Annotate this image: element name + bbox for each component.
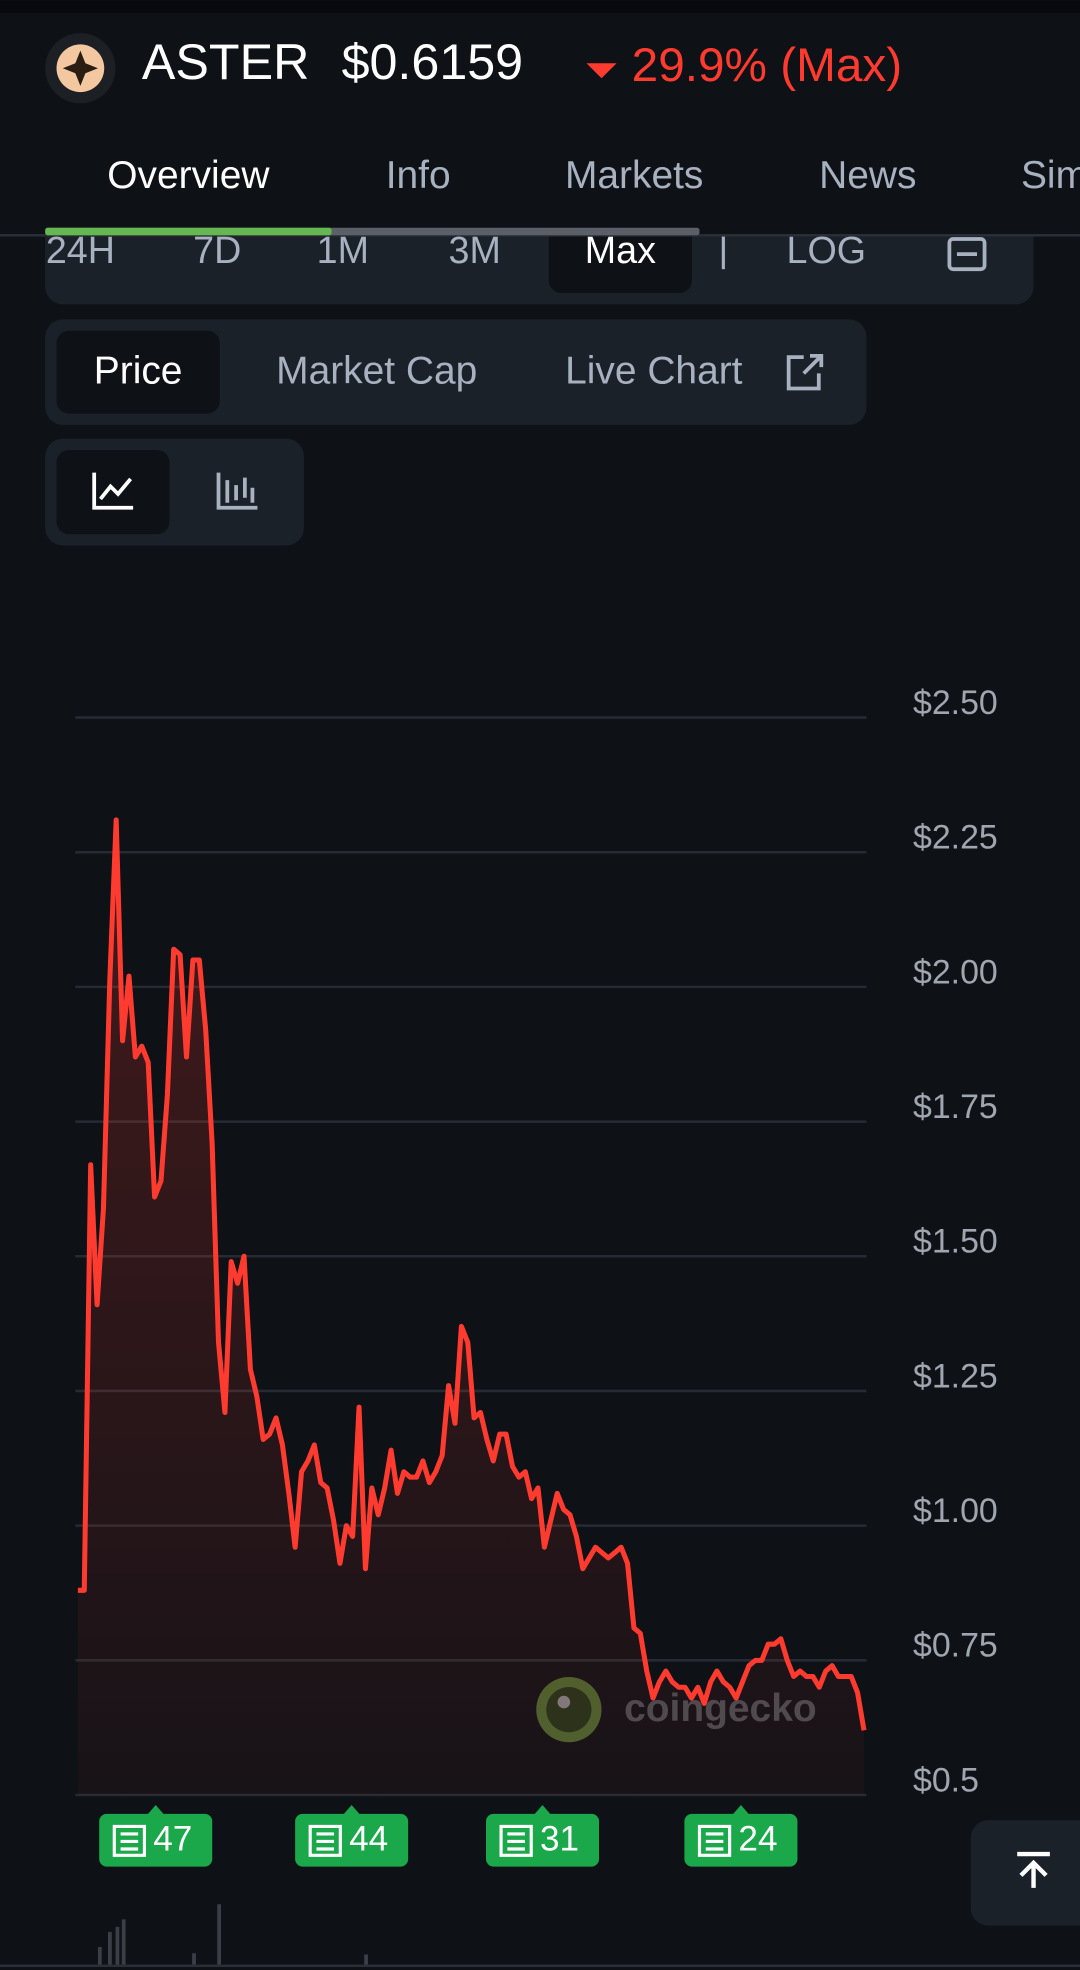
down-arrow (586, 63, 617, 79)
news-count: 47 (153, 1820, 192, 1859)
news-icon (308, 1824, 342, 1857)
line-chart-icon[interactable] (92, 472, 134, 510)
fullscreen-icon[interactable] (947, 237, 987, 272)
price-area (77, 819, 864, 1795)
news-icon (499, 1824, 533, 1857)
chart-style-active (56, 450, 170, 535)
tab[interactable]: Overview (107, 154, 270, 197)
scroll-thumb (45, 227, 332, 236)
news-count: 31 (540, 1820, 579, 1859)
header-bar (0, 13, 1080, 236)
news-count: 24 (738, 1820, 777, 1859)
chart-tab[interactable]: Live Chart (565, 350, 743, 393)
tab[interactable]: Sim (1021, 154, 1080, 197)
price-change: 29.9% (Max) (632, 39, 903, 92)
y-tick-label: $1.50 (913, 1223, 998, 1261)
news-count: 44 (349, 1820, 388, 1859)
chart-tab-active (56, 330, 220, 414)
news-icon (697, 1824, 732, 1857)
badge-pointer (732, 1805, 750, 1816)
tab[interactable]: News (819, 154, 916, 197)
y-tick-label: $1.00 (913, 1492, 998, 1530)
bottom-divider (0, 1964, 1080, 1968)
scroll-top-icon (1017, 1851, 1050, 1888)
coin-logo (45, 33, 116, 104)
y-tick-label: $2.00 (913, 953, 998, 991)
y-tick-label: $1.25 (913, 1357, 998, 1395)
external-link-icon (786, 353, 824, 391)
coin-price: $0.6159 (342, 34, 524, 90)
candle-chart-icon[interactable] (216, 472, 258, 510)
y-tick-label: $0.75 (913, 1627, 998, 1665)
badge-pointer (146, 1805, 165, 1816)
y-tick-label: $0.5 (913, 1761, 979, 1799)
chart-tabs (45, 319, 867, 425)
news-icon (112, 1824, 146, 1857)
volume-bars (97, 1904, 368, 1965)
price-chart: $2.50 $2.25 $2.00 $1.75 $1.50 $1.25 $1.00 $0.75… (75, 684, 998, 1799)
y-tick-label: $2.25 (913, 819, 998, 857)
y-tick-label: $2.50 (913, 684, 998, 722)
coin-symbol: ASTER (142, 34, 309, 90)
chart-tab[interactable]: Market Cap (276, 350, 477, 393)
y-tick-label: $1.75 (913, 1088, 998, 1126)
news-badges: 47 44 31 24 (99, 1805, 798, 1867)
badge-pointer (533, 1805, 552, 1816)
tab[interactable]: Markets (565, 154, 703, 197)
badge-pointer (342, 1805, 361, 1816)
price-line (77, 817, 867, 1731)
status-strip (0, 0, 1080, 14)
chart-tab[interactable]: Price (94, 350, 183, 393)
tab[interactable]: Info (386, 154, 451, 197)
